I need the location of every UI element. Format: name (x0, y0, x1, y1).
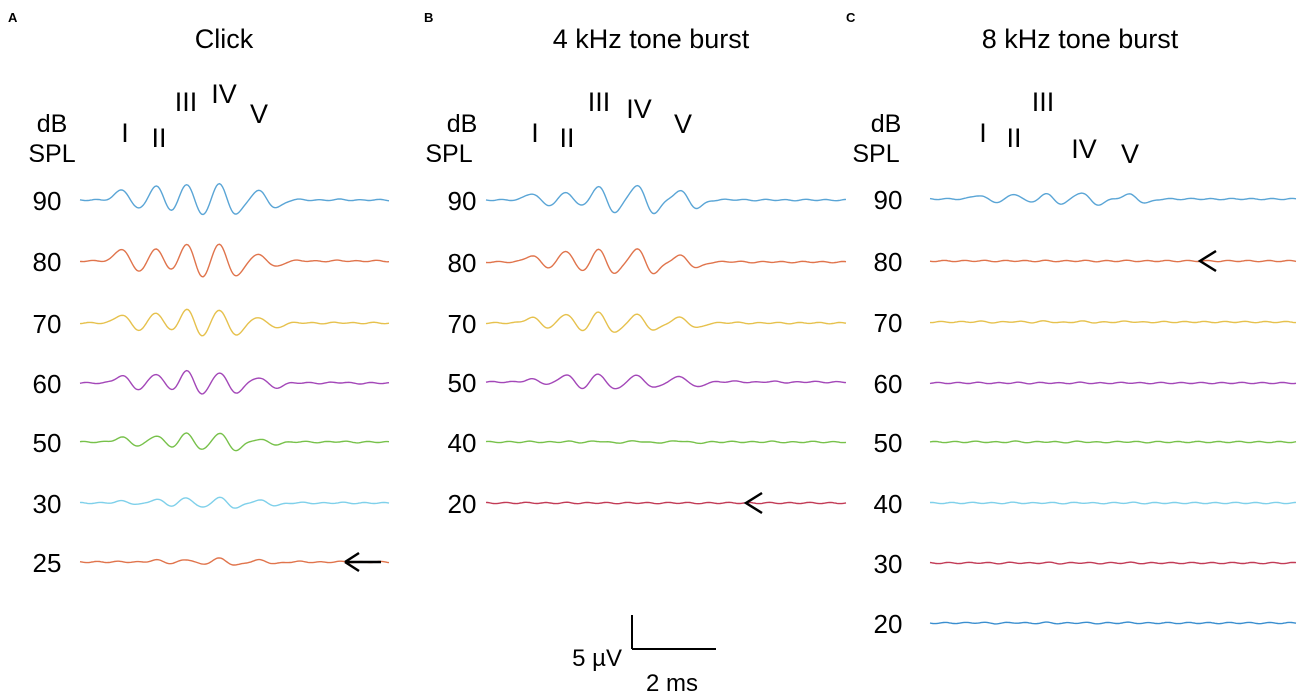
abr-trace-60db (929, 381, 1297, 385)
panel-letter: A (8, 10, 18, 25)
level-label: 80 (448, 248, 477, 278)
wave-label-i: I (531, 118, 539, 148)
abr-trace-30db (929, 561, 1297, 565)
threshold-arrow (743, 491, 763, 515)
panel-a-click: A Click dB SPL I II III IV V 90 80 70 60 50 3… (8, 10, 390, 578)
level-label: 80 (33, 247, 62, 277)
trace-group: 90 80 70 60 50 30 25 (33, 182, 390, 578)
ylabel-spl: SPL (852, 140, 899, 168)
threshold-arrow (1197, 249, 1217, 273)
trace-group: 90 80 70 50 40 20 (448, 184, 847, 519)
level-label: 90 (448, 186, 477, 216)
panel-title: 4 kHz tone burst (553, 24, 750, 54)
wave-label-ii: II (1006, 123, 1021, 153)
level-label: 25 (33, 548, 62, 578)
wave-label-v: V (250, 99, 268, 129)
scale-bar-time-label: 2 ms (646, 670, 698, 695)
wave-label-v: V (1121, 139, 1139, 169)
panel-c-8khz: C 8 kHz tone burst dB SPL I II III IV V … (846, 10, 1297, 639)
panel-b-4khz: B 4 kHz tone burst dB SPL I II III IV V … (424, 10, 847, 695)
level-label: 80 (874, 247, 903, 277)
abr-trace-60db (79, 369, 390, 395)
abr-trace-90db (485, 184, 847, 215)
level-label: 90 (874, 185, 903, 215)
level-label: 60 (33, 369, 62, 399)
wave-label-iii: III (1032, 87, 1055, 117)
panel-letter: C (846, 10, 856, 25)
abr-trace-25db (79, 557, 390, 566)
level-label: 30 (33, 489, 62, 519)
level-label: 30 (874, 549, 903, 579)
trace-group: 90 80 70 60 50 40 30 20 (874, 185, 1297, 639)
level-label: 70 (874, 308, 903, 338)
abr-trace-30db (79, 496, 390, 509)
abr-trace-20db (485, 501, 847, 505)
abr-trace-90db (79, 182, 390, 216)
wave-label-ii: II (151, 123, 166, 153)
panel-title: Click (195, 24, 254, 54)
abr-trace-40db (929, 501, 1297, 505)
abr-trace-70db (930, 320, 1296, 324)
level-label: 50 (33, 428, 62, 458)
wave-label-v: V (674, 109, 692, 139)
level-label: 20 (448, 489, 477, 519)
level-label: 20 (874, 609, 903, 639)
ylabel-spl: SPL (28, 140, 75, 168)
abr-trace-50db (79, 432, 390, 452)
abr-trace-70db (485, 311, 847, 333)
wave-label-iv: IV (1071, 134, 1097, 164)
level-label: 90 (33, 186, 62, 216)
scale-bar-voltage-label: 5 µV (572, 645, 622, 672)
level-label: 40 (448, 428, 477, 458)
threshold-arrow (344, 551, 381, 573)
level-label: 40 (874, 489, 903, 519)
ylabel-db: dB (37, 110, 68, 138)
wave-label-iii: III (588, 87, 611, 117)
level-label: 50 (448, 368, 477, 398)
level-label: 70 (33, 309, 62, 339)
level-label: 70 (448, 309, 477, 339)
level-label: 60 (874, 369, 903, 399)
wave-label-ii: II (559, 123, 574, 153)
abr-trace-80db (929, 259, 1297, 263)
ylabel-db: dB (871, 110, 902, 138)
abr-trace-50db (485, 373, 847, 390)
abr-trace-40db (485, 440, 847, 445)
ylabel-spl: SPL (425, 140, 472, 168)
abr-trace-80db (485, 248, 847, 275)
abr-trace-80db (79, 243, 390, 278)
wave-label-iv: IV (211, 79, 237, 109)
abr-trace-90db (929, 192, 1297, 206)
abr-trace-70db (79, 308, 390, 337)
panel-letter: B (424, 10, 433, 25)
abr-trace-50db (929, 440, 1297, 444)
wave-label-iv: IV (626, 94, 652, 124)
panel-title: 8 kHz tone burst (982, 24, 1179, 54)
abr-trace-20db (929, 621, 1297, 625)
level-label: 50 (874, 428, 903, 458)
wave-label-i: I (979, 118, 987, 148)
ylabel-db: dB (447, 110, 478, 138)
wave-label-iii: III (175, 87, 198, 117)
wave-label-i: I (121, 118, 129, 148)
scale-bar: 5 µV 2 ms (572, 615, 716, 695)
